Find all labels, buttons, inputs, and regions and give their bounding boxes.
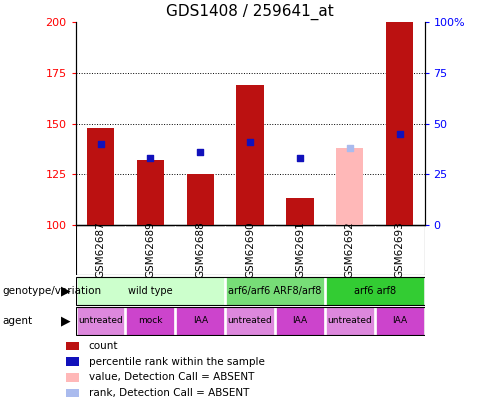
Bar (276, 307, 324, 335)
Text: GSM62689: GSM62689 (145, 222, 155, 279)
Text: ▶: ▶ (61, 284, 71, 297)
Bar (376, 307, 424, 335)
Point (97, 141, 104, 147)
Point (196, 149, 204, 155)
Text: ▶: ▶ (61, 314, 71, 328)
Text: GSM62687: GSM62687 (96, 222, 105, 279)
Text: IAA: IAA (193, 316, 208, 326)
Bar (77, 307, 124, 335)
Text: mock: mock (138, 316, 163, 326)
Text: rank, Detection Call = ABSENT: rank, Detection Call = ABSENT (89, 388, 249, 398)
Point (146, 155, 154, 161)
Text: GSM62692: GSM62692 (345, 222, 355, 279)
Bar (87, 128, 114, 225)
Point (346, 145, 354, 151)
Bar (226, 277, 324, 305)
Text: untreated: untreated (327, 316, 372, 326)
Text: IAA: IAA (292, 316, 307, 326)
Text: genotype/variation: genotype/variation (2, 286, 102, 296)
Text: value, Detection Call = ABSENT: value, Detection Call = ABSENT (89, 373, 254, 382)
Text: untreated: untreated (228, 316, 272, 326)
Title: GDS1408 / 259641_at: GDS1408 / 259641_at (166, 3, 334, 19)
Bar (186, 174, 214, 225)
Bar (326, 307, 374, 335)
Point (246, 139, 254, 145)
Text: agent: agent (2, 316, 33, 326)
Bar (286, 198, 314, 225)
Bar (126, 307, 174, 335)
Text: GSM62691: GSM62691 (295, 222, 305, 279)
Text: percentile rank within the sample: percentile rank within the sample (89, 357, 264, 367)
Bar (66, 342, 79, 350)
Text: wild type: wild type (128, 286, 173, 296)
Point (396, 130, 404, 137)
Text: count: count (89, 341, 118, 351)
Point (296, 155, 304, 161)
Text: IAA: IAA (392, 316, 407, 326)
Text: GSM62693: GSM62693 (395, 222, 405, 279)
Text: GSM62688: GSM62688 (195, 222, 205, 279)
Bar (226, 307, 274, 335)
Bar (176, 307, 224, 335)
Bar (236, 85, 264, 225)
Bar (66, 389, 79, 397)
Bar (386, 22, 413, 225)
Bar (326, 277, 424, 305)
Text: arf6 arf8: arf6 arf8 (354, 286, 396, 296)
Bar (77, 277, 224, 305)
Bar (137, 160, 164, 225)
Text: untreated: untreated (78, 316, 123, 326)
Bar (66, 373, 79, 382)
Bar (66, 357, 79, 366)
Bar (336, 148, 364, 225)
Text: GSM62690: GSM62690 (245, 222, 255, 278)
Text: arf6/arf6 ARF8/arf8: arf6/arf6 ARF8/arf8 (228, 286, 322, 296)
